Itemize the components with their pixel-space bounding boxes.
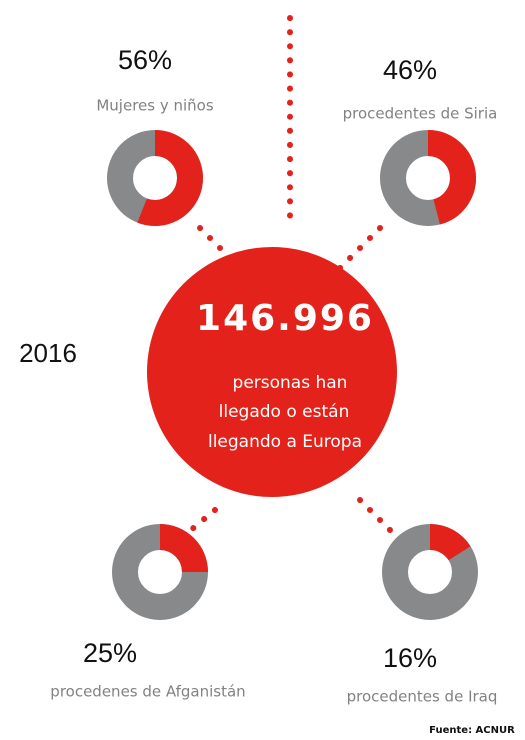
center-text: llegando a Europa — [208, 432, 362, 452]
category-label: procedentes de Iraq — [347, 688, 498, 706]
donut-segment — [427, 130, 476, 225]
center-text: llegado o están — [219, 402, 350, 422]
center-number: 146.996 — [196, 298, 374, 339]
donut-segment — [429, 524, 471, 561]
center-circle — [147, 247, 397, 497]
category-label: procedentes de Siria — [343, 105, 498, 123]
year: 2016 — [19, 338, 77, 368]
donut-segment — [137, 130, 203, 226]
donut-segment — [159, 524, 208, 573]
percent-label: 25% — [83, 638, 137, 668]
center-text: personas han — [233, 373, 348, 393]
percent-label: 16% — [383, 643, 437, 673]
category-label: procedenes de Afganistán — [50, 683, 245, 701]
percent-label: 46% — [383, 55, 437, 85]
source: Fuente: ACNUR — [429, 725, 515, 736]
category-label: Mujeres y niños — [96, 97, 213, 115]
percent-label: 56% — [118, 45, 172, 75]
dotted-connectors — [182, 15, 398, 538]
